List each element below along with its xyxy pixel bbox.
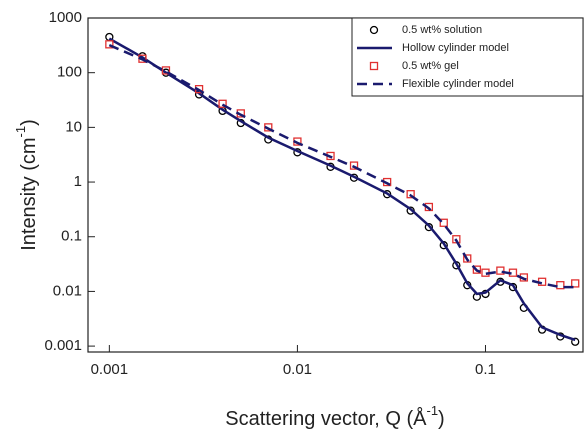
y-tick-label: 1 xyxy=(74,173,82,190)
y-tick-label: 10 xyxy=(65,118,82,135)
data-point xyxy=(556,281,565,290)
y-tick-label: 0.1 xyxy=(61,228,82,245)
data-point xyxy=(424,222,434,232)
y-tick-label: 0.001 xyxy=(44,337,82,354)
data-point xyxy=(406,190,415,199)
legend-label: 0.5 wt% solution xyxy=(402,24,482,36)
data-point xyxy=(161,66,171,75)
x-tick-label: 0.1 xyxy=(475,361,496,378)
data-point xyxy=(463,254,472,263)
data-point xyxy=(472,265,482,274)
legend-label: 0.5 wt% gel xyxy=(402,60,459,72)
data-point xyxy=(382,190,392,199)
y-axis-title: Intensity (cm-1) xyxy=(13,119,40,251)
data-point xyxy=(571,279,580,288)
legend-symbol xyxy=(369,25,379,35)
plot-frame xyxy=(87,17,584,353)
y-axis-title-text: Intensity (cm xyxy=(18,137,40,250)
y-tick-label: 100 xyxy=(57,64,82,81)
data-point xyxy=(439,218,448,227)
legend-symbol xyxy=(369,61,379,71)
y-tick-label: 0.01 xyxy=(53,282,82,299)
legend-label: Flexible cylinder model xyxy=(402,78,514,90)
data-point xyxy=(349,161,359,170)
y-axis-title-end: ) xyxy=(18,119,40,126)
y-axis-title-sup: -1 xyxy=(13,126,28,138)
x-axis-title-sup: -1 xyxy=(426,403,438,418)
x-axis-title: Scattering vector, Q (Å-1) xyxy=(225,403,444,430)
legend-label: Hollow cylinder model xyxy=(402,42,509,54)
x-tick-label: 0.01 xyxy=(283,361,312,378)
x-axis-title-text: Scattering vector, Q (Å xyxy=(225,407,427,430)
data-point xyxy=(105,40,114,49)
x-tick-label: 0.001 xyxy=(91,361,129,378)
data-point xyxy=(508,282,518,292)
data-point xyxy=(571,337,580,346)
data-point xyxy=(218,99,227,108)
y-tick-label: 1000 xyxy=(49,9,82,26)
x-axis-title-end: ) xyxy=(438,408,445,430)
data-point xyxy=(496,266,505,275)
